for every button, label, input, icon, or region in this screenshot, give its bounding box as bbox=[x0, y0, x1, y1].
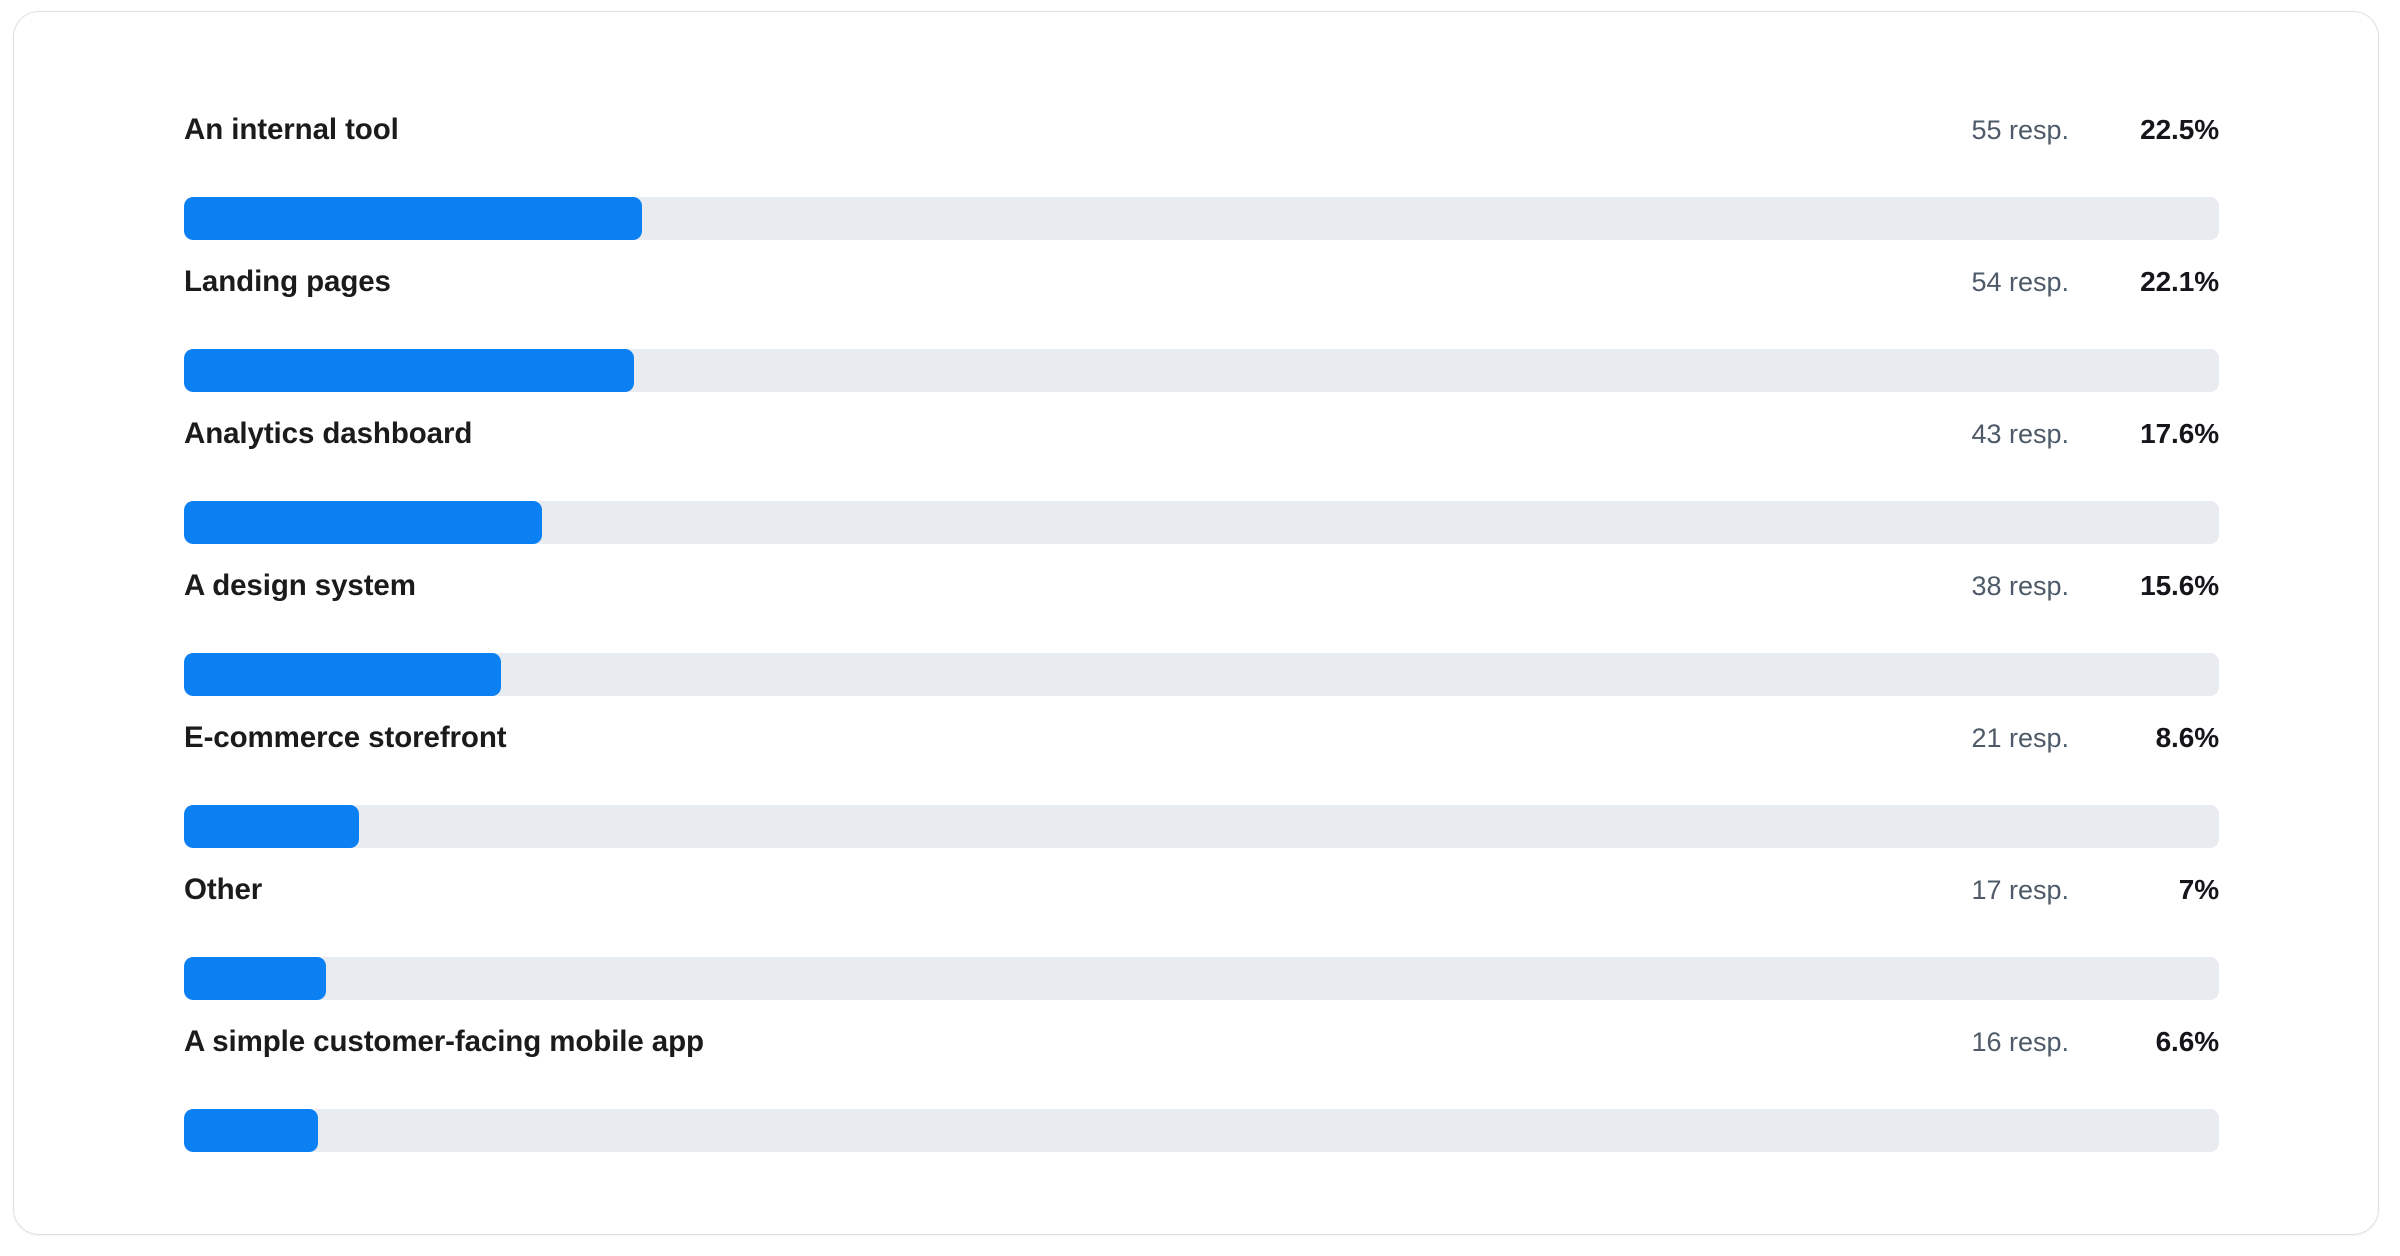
poll-results-list: An internal tool 55 resp. 22.5% Landing … bbox=[184, 107, 2219, 1171]
bar-fill bbox=[184, 805, 359, 848]
result-row-header: Analytics dashboard 43 resp. 17.6% bbox=[184, 411, 2219, 457]
bar-fill bbox=[184, 501, 543, 544]
result-row[interactable]: A simple customer-facing mobile app 16 r… bbox=[184, 1019, 2219, 1171]
bar-track bbox=[184, 1109, 2219, 1152]
option-label: Landing pages bbox=[184, 265, 391, 298]
bar-fill bbox=[184, 957, 327, 1000]
poll-results-card: An internal tool 55 resp. 22.5% Landing … bbox=[13, 11, 2379, 1235]
result-row-header: Other 17 resp. 7% bbox=[184, 867, 2219, 913]
response-count: 38 resp. bbox=[1971, 571, 2069, 601]
response-count: 43 resp. bbox=[1971, 419, 2069, 449]
percent-value: 22.1% bbox=[2140, 266, 2219, 297]
option-label: A design system bbox=[184, 569, 416, 602]
bar-fill bbox=[184, 197, 642, 240]
option-stats: 17 resp. 7% bbox=[1971, 867, 2219, 913]
option-stats: 54 resp. 22.1% bbox=[1971, 259, 2219, 305]
response-count: 55 resp. bbox=[1971, 115, 2069, 145]
option-stats: 21 resp. 8.6% bbox=[1971, 715, 2219, 761]
bar-fill bbox=[184, 349, 634, 392]
option-label: A simple customer-facing mobile app bbox=[184, 1025, 704, 1058]
result-row-header: E-commerce storefront 21 resp. 8.6% bbox=[184, 715, 2219, 761]
result-row[interactable]: Other 17 resp. 7% bbox=[184, 867, 2219, 1019]
option-stats: 43 resp. 17.6% bbox=[1971, 411, 2219, 457]
response-count: 17 resp. bbox=[1971, 875, 2069, 905]
response-count: 16 resp. bbox=[1971, 1027, 2069, 1057]
response-count: 54 resp. bbox=[1971, 267, 2069, 297]
option-label: Other bbox=[184, 873, 263, 906]
bar-fill bbox=[184, 653, 502, 696]
percent-value: 7% bbox=[2178, 874, 2219, 905]
bar-track bbox=[184, 349, 2219, 392]
result-row-header: An internal tool 55 resp. 22.5% bbox=[184, 107, 2219, 153]
result-row[interactable]: Analytics dashboard 43 resp. 17.6% bbox=[184, 411, 2219, 563]
result-row[interactable]: An internal tool 55 resp. 22.5% bbox=[184, 107, 2219, 259]
result-row-header: A design system 38 resp. 15.6% bbox=[184, 563, 2219, 609]
bar-track bbox=[184, 197, 2219, 240]
percent-value: 8.6% bbox=[2155, 722, 2220, 753]
option-stats: 16 resp. 6.6% bbox=[1971, 1019, 2219, 1065]
bar-track bbox=[184, 805, 2219, 848]
result-row-header: Landing pages 54 resp. 22.1% bbox=[184, 259, 2219, 305]
percent-value: 22.5% bbox=[2140, 114, 2219, 145]
percent-value: 6.6% bbox=[2155, 1026, 2220, 1057]
response-count: 21 resp. bbox=[1971, 723, 2069, 753]
result-row[interactable]: Landing pages 54 resp. 22.1% bbox=[184, 259, 2219, 411]
option-stats: 55 resp. 22.5% bbox=[1971, 107, 2219, 153]
option-label: Analytics dashboard bbox=[184, 417, 473, 450]
result-row[interactable]: E-commerce storefront 21 resp. 8.6% bbox=[184, 715, 2219, 867]
option-label: E-commerce storefront bbox=[184, 721, 507, 754]
result-row-header: A simple customer-facing mobile app 16 r… bbox=[184, 1019, 2219, 1065]
bar-track bbox=[184, 501, 2219, 544]
percent-value: 17.6% bbox=[2140, 418, 2219, 449]
option-stats: 38 resp. 15.6% bbox=[1971, 563, 2219, 609]
bar-track bbox=[184, 653, 2219, 696]
result-row[interactable]: A design system 38 resp. 15.6% bbox=[184, 563, 2219, 715]
percent-value: 15.6% bbox=[2140, 570, 2219, 601]
bar-track bbox=[184, 957, 2219, 1000]
option-label: An internal tool bbox=[184, 113, 399, 146]
bar-fill bbox=[184, 1109, 319, 1152]
